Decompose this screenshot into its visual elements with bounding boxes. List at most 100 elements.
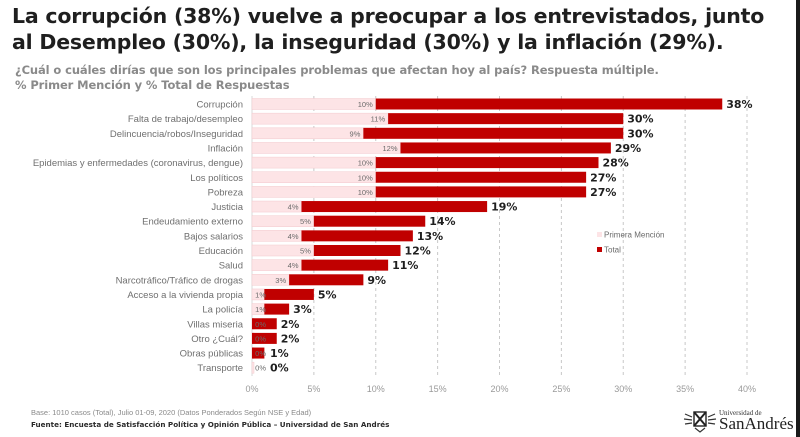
first-mention-label: 5% xyxy=(300,217,311,226)
first-mention-label: 1% xyxy=(255,290,266,299)
category-label: Bajos salarios xyxy=(184,231,243,242)
total-label: 38% xyxy=(726,98,752,111)
category-label: Villas miseria xyxy=(187,319,244,330)
category-label: Acceso a la vivienda propia xyxy=(127,290,243,301)
x-tick-label: 40% xyxy=(738,384,756,394)
bar-total xyxy=(301,201,488,213)
bar-total xyxy=(388,113,624,125)
total-label: 30% xyxy=(627,127,653,140)
first-mention-label: 0% xyxy=(255,364,266,373)
total-label: 19% xyxy=(491,201,517,214)
total-label: 27% xyxy=(590,186,616,199)
total-label: 2% xyxy=(281,332,300,345)
first-mention-label: 0% xyxy=(255,334,266,343)
category-label: Transporte xyxy=(197,363,243,374)
category-label: Corrupción xyxy=(197,100,243,111)
category-label: Falta de trabajo/desempleo xyxy=(128,114,243,125)
bar-total xyxy=(264,303,290,315)
category-label: La policía xyxy=(202,305,243,316)
bar-total xyxy=(363,127,624,139)
first-mention-label: 1% xyxy=(255,305,266,314)
x-tick-label: 35% xyxy=(676,384,694,394)
bar-total xyxy=(289,274,364,286)
total-label: 2% xyxy=(281,318,300,331)
bar-total xyxy=(301,259,389,271)
total-label: 12% xyxy=(405,245,431,258)
x-tick-label: 0% xyxy=(245,384,258,394)
x-tick-label: 10% xyxy=(367,384,385,394)
first-mention-label: 9% xyxy=(350,129,361,138)
legend-label-total: Total xyxy=(604,246,621,255)
legend-swatch-first-mention xyxy=(597,232,602,237)
total-label: 3% xyxy=(293,303,312,316)
first-mention-label: 4% xyxy=(288,261,299,270)
x-tick-label: 15% xyxy=(429,384,447,394)
first-mention-label: 5% xyxy=(300,247,311,256)
bar-total xyxy=(252,347,265,359)
total-label: 13% xyxy=(417,230,443,243)
bar-total xyxy=(375,98,723,110)
bar-total xyxy=(252,318,277,330)
bar-total xyxy=(313,245,401,256)
first-mention-label: 11% xyxy=(371,115,386,124)
first-mention-label: 10% xyxy=(358,188,373,197)
total-label: 29% xyxy=(615,142,641,155)
total-label: 11% xyxy=(392,259,418,272)
bar-first-mention xyxy=(251,112,389,125)
x-tick-label: 5% xyxy=(307,384,320,394)
category-label: Inflación xyxy=(208,143,243,154)
category-label: Otro ¿Cuál? xyxy=(191,334,243,345)
category-label: Salud xyxy=(219,261,243,272)
first-mention-label: 10% xyxy=(358,100,373,109)
category-label: Obras públicas xyxy=(180,349,244,360)
labels: Corrupción 10% 38% Falta de trabajo/desempl… xyxy=(33,98,753,375)
bar-total xyxy=(375,171,587,183)
subtitle: ¿Cuál o cuáles dirías que son los princi… xyxy=(15,63,785,93)
bar-total xyxy=(400,142,611,154)
first-mention-label: 0% xyxy=(255,349,266,358)
category-label: Pobreza xyxy=(208,187,244,198)
category-label: Los políticos xyxy=(190,173,243,184)
page-title: La corrupción (38%) vuelve a preocupar a… xyxy=(12,4,765,54)
bar-total xyxy=(252,332,277,344)
first-mention-label: 10% xyxy=(358,173,373,182)
category-label: Endeudamiento externo xyxy=(142,217,243,228)
bar-total xyxy=(313,215,426,227)
category-label: Narcotráfico/Tráfico de drogas xyxy=(116,275,244,286)
legend-label-first-mention: Primera Mención xyxy=(604,231,664,240)
bar-total xyxy=(301,230,413,242)
x-tick-label: 20% xyxy=(490,384,508,394)
total-label: 28% xyxy=(603,157,629,170)
bar-total xyxy=(264,288,314,300)
first-mention-label: 12% xyxy=(382,144,397,153)
bars xyxy=(251,98,723,374)
total-label: 9% xyxy=(367,274,386,287)
measure-text: % Primer Mención y % Total de Respuestas xyxy=(15,78,290,92)
x-axis-ticks: 0% 5% 10% 15% 20% 25% 30% 35% 40% xyxy=(245,384,756,394)
first-mention-label: 4% xyxy=(288,203,299,212)
university-logo: Universidad de SanAndrés xyxy=(683,408,795,434)
category-label: Educación xyxy=(199,246,243,257)
total-label: 5% xyxy=(318,288,337,301)
total-label: 0% xyxy=(270,362,289,375)
category-label: Delincuencia/robos/Inseguridad xyxy=(110,129,243,140)
first-mention-label: 10% xyxy=(358,159,373,168)
logo-san-andres: SanAndrés xyxy=(719,414,794,433)
total-label: 30% xyxy=(627,113,653,126)
total-label: 27% xyxy=(590,171,616,184)
x-tick-label: 30% xyxy=(614,384,632,394)
window-edge xyxy=(796,0,800,437)
footer-source: Fuente: Encuesta de Satisfacción Polític… xyxy=(31,420,390,429)
category-label: Epidemias y enfermedades (coronavirus, d… xyxy=(33,158,243,169)
bar-total xyxy=(375,186,587,198)
logo-university-of: Universidad de xyxy=(719,409,762,417)
total-label: 1% xyxy=(270,347,289,360)
first-mention-label: 4% xyxy=(288,232,299,241)
legend: Primera Mención Total xyxy=(597,231,664,255)
bar-first-mention xyxy=(251,142,401,154)
total-label: 14% xyxy=(429,215,455,228)
bar-total xyxy=(375,157,599,169)
legend-swatch-total xyxy=(597,247,602,252)
first-mention-label: 3% xyxy=(275,276,286,285)
